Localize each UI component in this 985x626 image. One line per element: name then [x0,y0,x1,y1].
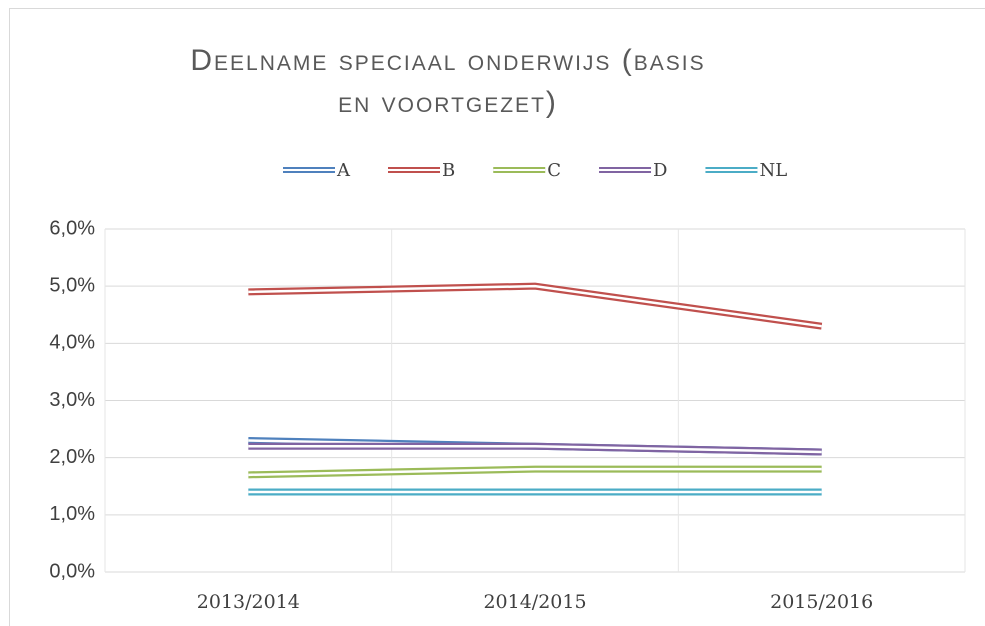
y-tick-label: 5,0% [49,274,95,296]
series-line-inner [248,444,822,454]
x-tick-label: 2013/2014 [197,591,300,613]
y-tick-label: 2,0% [49,446,95,468]
y-tick-label: 0,0% [49,560,95,582]
legend-label: D [653,160,667,181]
y-tick-label: 3,0% [49,389,95,411]
legend-label: B [442,160,455,181]
x-tick-label: 2015/2016 [770,591,873,613]
y-tick-label: 1,0% [49,503,95,525]
legend-label: A [336,160,351,181]
legend-label: C [547,160,561,181]
legend: A B C D NL [283,160,787,181]
series-line-inner [248,467,822,477]
y-tick-label: 4,0% [49,332,95,354]
chart-border [9,8,985,626]
series-line-inner [248,284,822,328]
y-tick-label: 6,0% [49,217,95,239]
x-tick-label: 2014/2015 [483,591,586,613]
legend-label: NL [759,160,787,181]
chart-title: Deelname speciaal onderwijs (basis en voo… [190,44,705,119]
